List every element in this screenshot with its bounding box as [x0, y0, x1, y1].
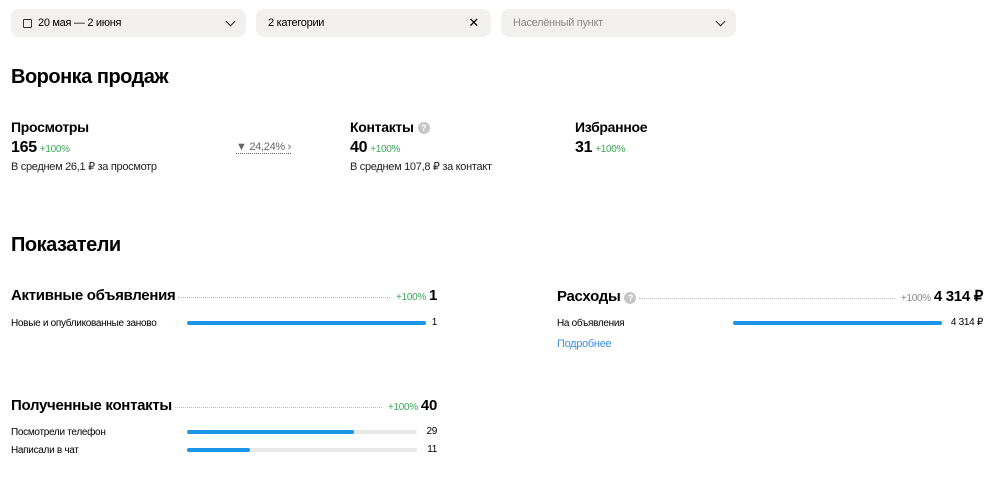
bar-fill — [733, 321, 942, 325]
bar-fill — [187, 321, 426, 325]
favorites-label: Избранное — [575, 119, 648, 135]
category-value: 2 категории — [268, 17, 325, 29]
category-filter[interactable]: 2 категории ✕ — [256, 9, 491, 37]
views-value: 165 — [11, 139, 37, 156]
funnel-icon: ▼ — [236, 141, 247, 153]
chevron-down-icon — [225, 16, 236, 26]
row-label: Новые и опубликованные заново — [11, 317, 157, 329]
help-icon[interactable]: ? — [417, 122, 430, 135]
active-ads-header: Активные объявления +100% 1 — [11, 287, 437, 304]
row-value: 11 — [427, 444, 437, 455]
row-label: На объявления — [557, 317, 625, 329]
date-range-value: 20 мая — 2 июня — [38, 17, 122, 29]
contacts-metric: Контакты? 40 +100% В среднем 107,8 ₽ за к… — [350, 119, 492, 173]
contacts-sub: В среднем 107,8 ₽ за контакт — [350, 161, 492, 173]
contacts-value: 40 — [350, 139, 368, 156]
expenses-change: +100% — [900, 293, 931, 304]
received-contacts-header: Полученные контакты +100% 40 — [11, 397, 437, 414]
city-placeholder: Населённый пункт — [513, 17, 603, 29]
expenses-title: Расходы — [557, 288, 621, 305]
chevron-down-icon — [715, 16, 726, 26]
clear-icon[interactable]: ✕ — [468, 15, 479, 30]
active-ads-value: 1 — [428, 287, 437, 304]
views-change: +100% — [39, 144, 70, 155]
expenses-value: 4 314 ₽ — [933, 288, 983, 305]
help-icon[interactable]: ? — [624, 292, 637, 304]
bar-fill — [187, 448, 251, 452]
contacts-change: +100% — [370, 144, 401, 155]
bar-fill — [187, 430, 354, 434]
favorites-metric: Избранное 31 +100% — [575, 119, 648, 157]
row-value: 1 — [431, 317, 438, 328]
indicators-title: Показатели — [11, 234, 121, 256]
conversion-link[interactable]: ▼ 24,24% › — [236, 141, 291, 154]
received-contacts-title: Полученные контакты — [11, 397, 172, 414]
active-ads-title: Активные объявления — [11, 287, 176, 304]
city-filter[interactable]: Населённый пункт — [501, 9, 736, 37]
received-contacts-change: +100% — [387, 402, 418, 413]
row-label: Написали в чат — [11, 444, 79, 456]
favorites-change: +100% — [595, 144, 626, 155]
expenses-header: Расходы? +100% 4 314 ₽ — [557, 287, 983, 305]
favorites-value: 31 — [575, 139, 593, 156]
views-metric: Просмотры 165 +100% В среднем 26,1 ₽ за п… — [11, 119, 157, 173]
contacts-label: Контакты — [350, 119, 414, 135]
calendar-icon — [23, 18, 32, 28]
views-label: Просмотры — [11, 119, 89, 135]
row-label: Посмотрели телефон — [11, 426, 106, 438]
views-sub: В среднем 26,1 ₽ за просмотр — [11, 161, 157, 173]
row-value: 4 314 ₽ — [950, 317, 983, 328]
bar-track — [187, 448, 417, 452]
received-contacts-value: 40 — [420, 397, 437, 414]
conversion-value: 24,24% — [249, 141, 285, 153]
active-ads-change: +100% — [396, 292, 426, 303]
date-range-filter[interactable]: 20 мая — 2 июня — [11, 9, 246, 37]
row-value: 29 — [426, 426, 437, 437]
funnel-title: Воронка продаж — [11, 66, 169, 88]
bar-track — [187, 321, 426, 325]
bar-track — [187, 430, 417, 434]
more-link[interactable]: Подробнее — [557, 338, 612, 350]
bar-track — [733, 321, 942, 325]
